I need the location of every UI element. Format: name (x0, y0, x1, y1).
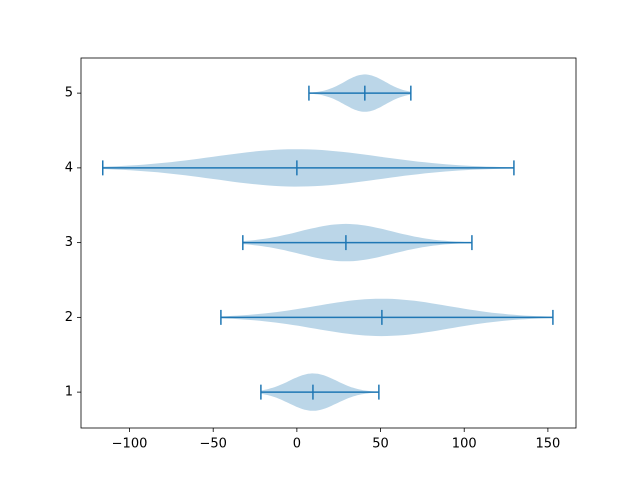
x-tick-label: −100 (112, 437, 148, 452)
y-tick-label: 2 (65, 310, 73, 325)
x-tick-label: 150 (535, 437, 560, 452)
plot-frame (80, 57, 577, 429)
x-tick-label: 0 (293, 437, 301, 452)
y-tick-label: 3 (65, 235, 73, 250)
x-tick-label: 100 (452, 437, 477, 452)
y-tick-label: 1 (65, 385, 73, 400)
x-tick-label: 50 (372, 437, 389, 452)
x-tick-label: −50 (199, 437, 226, 452)
y-tick-label: 4 (65, 160, 73, 175)
y-tick-label: 5 (65, 86, 73, 101)
